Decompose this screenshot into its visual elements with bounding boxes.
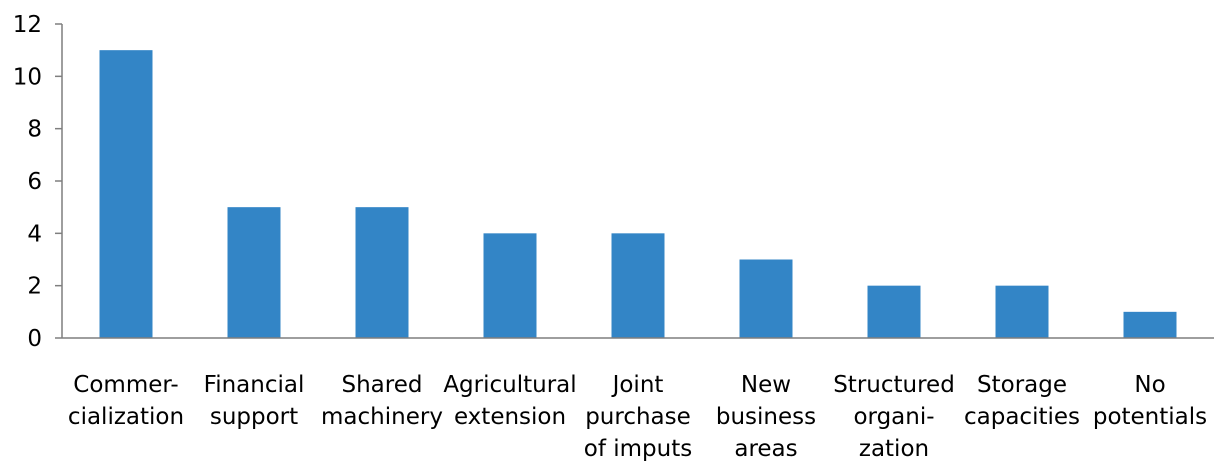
bar: [867, 285, 921, 338]
x-category-label-line: Storage: [977, 372, 1067, 398]
bar: [611, 233, 665, 338]
bars: [99, 50, 1177, 339]
x-category-label-line: Joint: [611, 372, 664, 398]
x-category-label-line: capacities: [964, 404, 1080, 430]
y-tick-label: 12: [13, 12, 42, 38]
x-axis-labels: Commer-cialization Financial support Shared…: [68, 372, 1207, 462]
x-category-label: Agricultural extension: [443, 372, 576, 430]
bar: [99, 50, 153, 339]
x-category-label: Financial support: [204, 372, 305, 430]
bar: [483, 233, 537, 338]
bar: [739, 259, 793, 338]
x-category-label: Commer-cialization: [68, 372, 184, 430]
bar: [355, 207, 409, 338]
x-category-label-line: business: [716, 404, 816, 430]
x-category-label: No potentials: [1093, 372, 1207, 430]
y-tick-label: 8: [27, 117, 42, 143]
x-category-label: Shared machinery: [321, 372, 443, 430]
y-axis-ticks: 0 2 4 6 8 10 12: [13, 12, 62, 352]
x-category-label-line: cialization: [68, 404, 184, 430]
x-category-label-line: areas: [734, 436, 797, 462]
x-category-label-line: Shared: [342, 372, 423, 398]
x-category-label-line: of imputs: [584, 436, 692, 462]
x-category-label-line: No: [1134, 372, 1165, 398]
x-category-label-line: machinery: [321, 404, 443, 430]
bar: [995, 285, 1049, 338]
x-category-label-line: Agricultural: [443, 372, 576, 398]
bar: [1123, 311, 1177, 338]
x-category-label: Structured organi-zation: [833, 372, 955, 462]
y-tick-label: 4: [27, 221, 42, 247]
x-category-label-line: zation: [859, 436, 929, 462]
x-category-label-line: New: [741, 372, 791, 398]
x-category-label-line: extension: [454, 404, 566, 430]
x-category-label: Joint purchase of imputs: [584, 372, 692, 462]
x-category-label-line: potentials: [1093, 404, 1207, 430]
x-category-label-line: Structured: [833, 372, 955, 398]
bar: [227, 207, 281, 338]
x-category-label-line: Commer-: [73, 372, 178, 398]
x-category-label: New business areas: [716, 372, 816, 462]
y-tick-label: 6: [27, 169, 42, 195]
y-tick-label: 10: [13, 64, 42, 90]
x-category-label-line: Financial: [204, 372, 305, 398]
x-category-label-line: support: [210, 404, 298, 430]
x-category-label: Storage capacities: [964, 372, 1080, 430]
x-category-label-line: purchase: [585, 404, 691, 430]
x-category-label-line: organi-: [853, 404, 934, 430]
y-tick-label: 2: [27, 274, 42, 300]
y-tick-label: 0: [27, 326, 42, 352]
